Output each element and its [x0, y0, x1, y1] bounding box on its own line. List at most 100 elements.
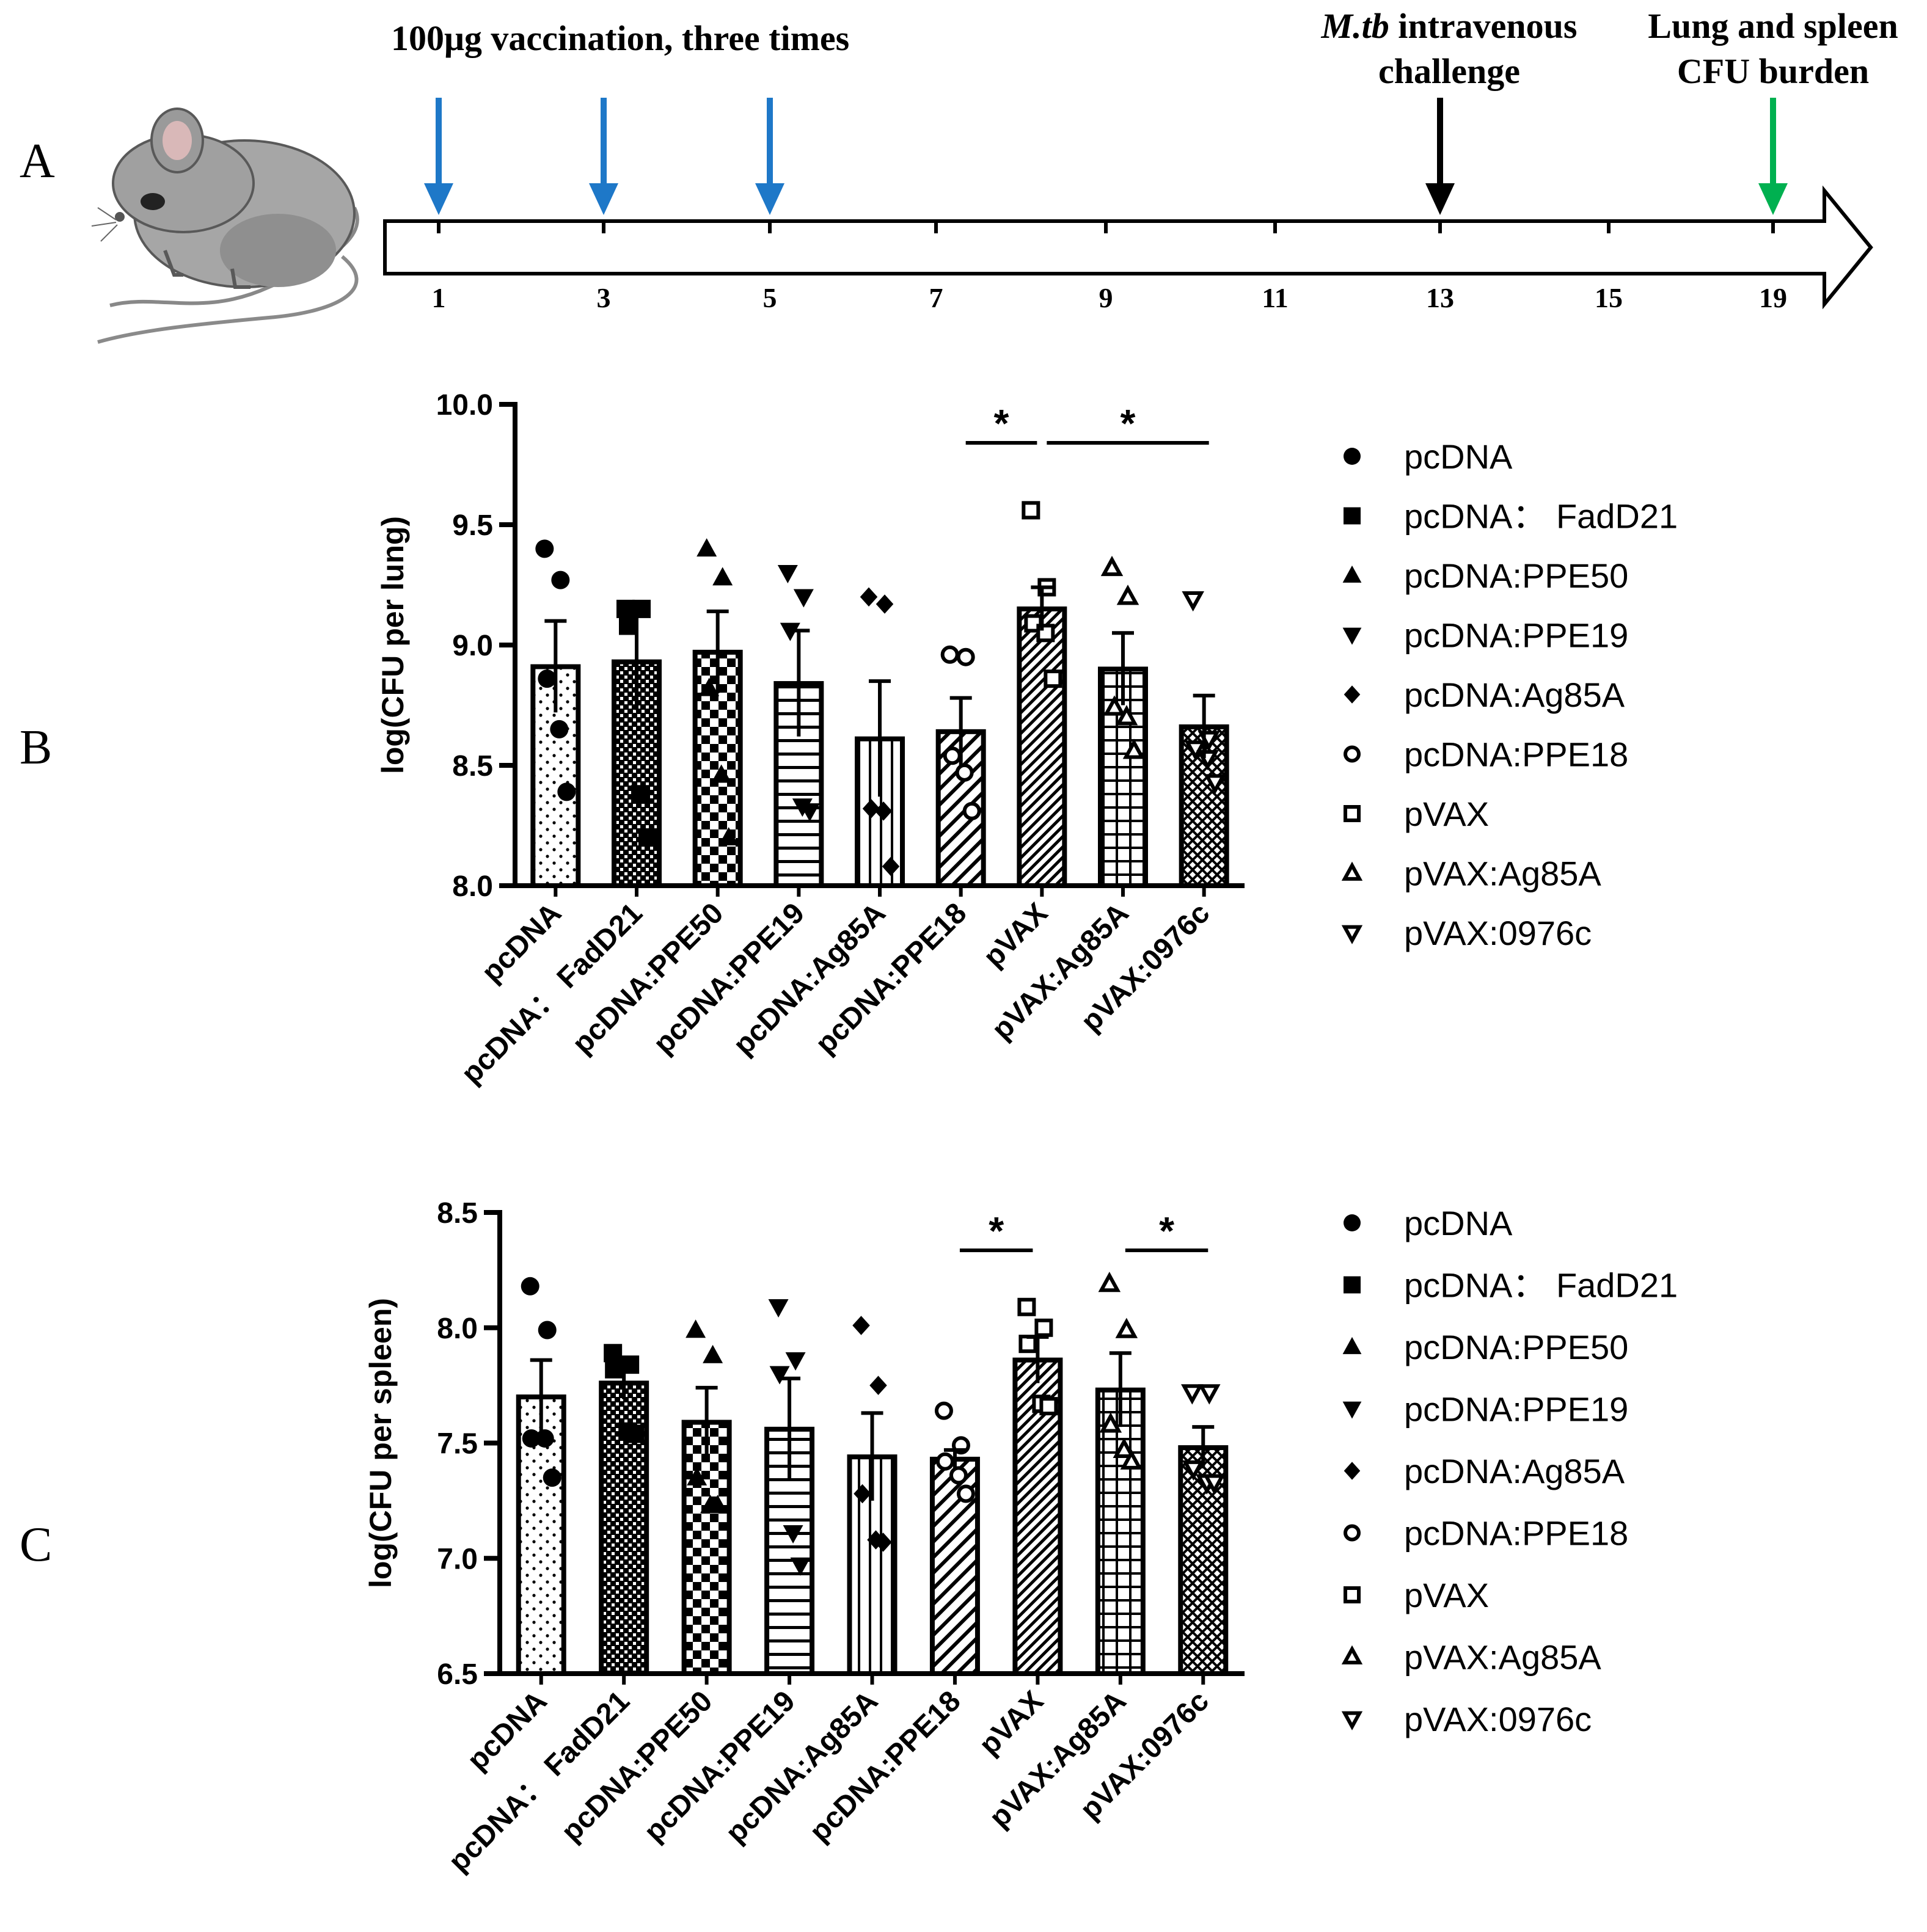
error-bar	[1112, 631, 1134, 705]
y-axis-label: log(CFU per spleen)	[364, 1298, 398, 1588]
x-tick-label: pcDNA:PPE50	[566, 897, 730, 1060]
timeline-arrow	[383, 185, 1873, 310]
legend-marker	[1344, 507, 1361, 525]
data-point	[860, 587, 878, 607]
panel-label-a: A	[20, 134, 55, 188]
legend: pcDNA pcDNA： FadD21 pcDNA:PPE50 pcDNA:PPE19…	[1341, 1204, 1678, 1738]
timeline-tick-label: 3	[597, 282, 611, 313]
data-point	[1100, 555, 1124, 577]
data-point	[711, 764, 732, 783]
legend: pcDNA pcDNA： FadD21 pcDNA:PPE50 pcDNA:PPE19…	[1341, 437, 1678, 952]
data-point	[882, 856, 900, 877]
x-tick-label: pcDNA:PPE18	[810, 897, 973, 1060]
data-point	[719, 826, 739, 845]
legend-marker	[1342, 1336, 1362, 1354]
error-bar	[706, 609, 729, 693]
legend-label: pVAX:Ag85A	[1404, 855, 1601, 893]
error-bar	[626, 611, 648, 710]
data-point	[638, 828, 657, 847]
data-point	[1116, 585, 1139, 605]
data-point	[1182, 1460, 1205, 1481]
data-point	[790, 1557, 811, 1576]
significance-marker: *	[965, 401, 1037, 445]
data-point	[699, 677, 720, 696]
error-bar	[949, 696, 972, 765]
timeline-tick-label: 11	[1262, 282, 1288, 313]
data-point	[522, 1429, 541, 1448]
timeline-tick-label: 15	[1595, 282, 1623, 313]
legend-label: pVAX:0976c	[1404, 914, 1592, 952]
legend-label: pVAX:0976c	[1404, 1700, 1592, 1738]
data-point	[769, 1366, 790, 1385]
y-tick-label: 8.5	[452, 750, 493, 782]
data-point	[793, 589, 814, 608]
timeline-tick-label: 13	[1426, 282, 1454, 313]
data-point	[687, 1467, 708, 1485]
data-point	[874, 1533, 892, 1552]
legend-marker	[1344, 1214, 1361, 1231]
data-point	[955, 763, 974, 782]
data-point	[799, 803, 820, 822]
x-tick-label: pcDNA:Ag85A	[720, 1685, 884, 1849]
bar-2	[681, 1420, 732, 1676]
challenge-label-rest: intravenous	[1389, 6, 1578, 46]
data-point	[1115, 1318, 1138, 1338]
error-bar	[861, 1411, 883, 1501]
significance-marker: *	[959, 1209, 1033, 1253]
data-point	[538, 669, 557, 688]
timeline-tick-label: 19	[1759, 282, 1787, 313]
legend-marker	[1342, 627, 1362, 645]
timeline-tick-label: 5	[763, 282, 777, 313]
y-tick-label: 7.0	[437, 1543, 478, 1575]
y-tick-label: 8.0	[452, 870, 493, 903]
data-point	[712, 567, 733, 586]
y-tick-label: 6.5	[437, 1658, 478, 1691]
data-point	[1204, 774, 1226, 795]
legend-marker	[1344, 745, 1361, 763]
legend-marker	[1344, 1276, 1361, 1294]
legend-label: pVAX:Ag85A	[1404, 1638, 1601, 1677]
significance-label: *	[1159, 1209, 1174, 1253]
data-point	[874, 801, 893, 821]
data-point	[631, 785, 649, 804]
data-point	[1122, 738, 1146, 759]
mouse-illustration	[91, 108, 359, 344]
data-point	[604, 1344, 623, 1363]
challenge-label-line2: challenge	[1378, 51, 1520, 91]
y-tick-label: 10.0	[436, 389, 493, 421]
y-tick-label: 8.0	[437, 1313, 478, 1345]
challenge-arrow	[1425, 98, 1455, 215]
data-point	[1198, 1384, 1221, 1405]
data-point	[876, 594, 894, 614]
burden-arrow	[1758, 98, 1788, 215]
legend-label: pcDNA:Ag85A	[1404, 1452, 1625, 1490]
data-point	[535, 539, 554, 558]
legend-label: pVAX	[1404, 795, 1489, 833]
vaccination-label: 100μg vaccination, three times	[391, 18, 849, 58]
data-point	[783, 1525, 803, 1544]
x-tick-label: pcDNA:PPE19	[648, 897, 811, 1060]
legend-label: pcDNA:PPE18	[1404, 735, 1628, 774]
legend-label: pcDNA	[1404, 437, 1513, 476]
legend-label: pcDNA:PPE19	[1404, 616, 1628, 655]
data-point	[703, 1344, 723, 1363]
data-point	[1184, 740, 1207, 761]
x-tick-label: pcDNA:PPE19	[638, 1685, 802, 1848]
data-point	[1034, 1318, 1053, 1337]
legend-label: pcDNA： FadD21	[1404, 497, 1678, 536]
legend-label: pcDNA： FadD21	[1404, 1266, 1678, 1305]
legend-marker	[1341, 1711, 1363, 1730]
data-point	[956, 647, 975, 666]
timeline-tick-label: 1	[432, 282, 446, 313]
data-point	[935, 1452, 954, 1471]
error-bar	[788, 629, 810, 737]
error-bar	[613, 1365, 635, 1399]
data-point	[854, 1484, 871, 1504]
vaccination-arrow	[755, 98, 784, 215]
challenge-label-line1: M.tb intravenous	[1321, 6, 1578, 46]
significance-label: *	[1121, 401, 1136, 445]
data-point	[949, 1466, 968, 1485]
data-point	[557, 782, 576, 801]
legend-marker	[1344, 685, 1361, 704]
